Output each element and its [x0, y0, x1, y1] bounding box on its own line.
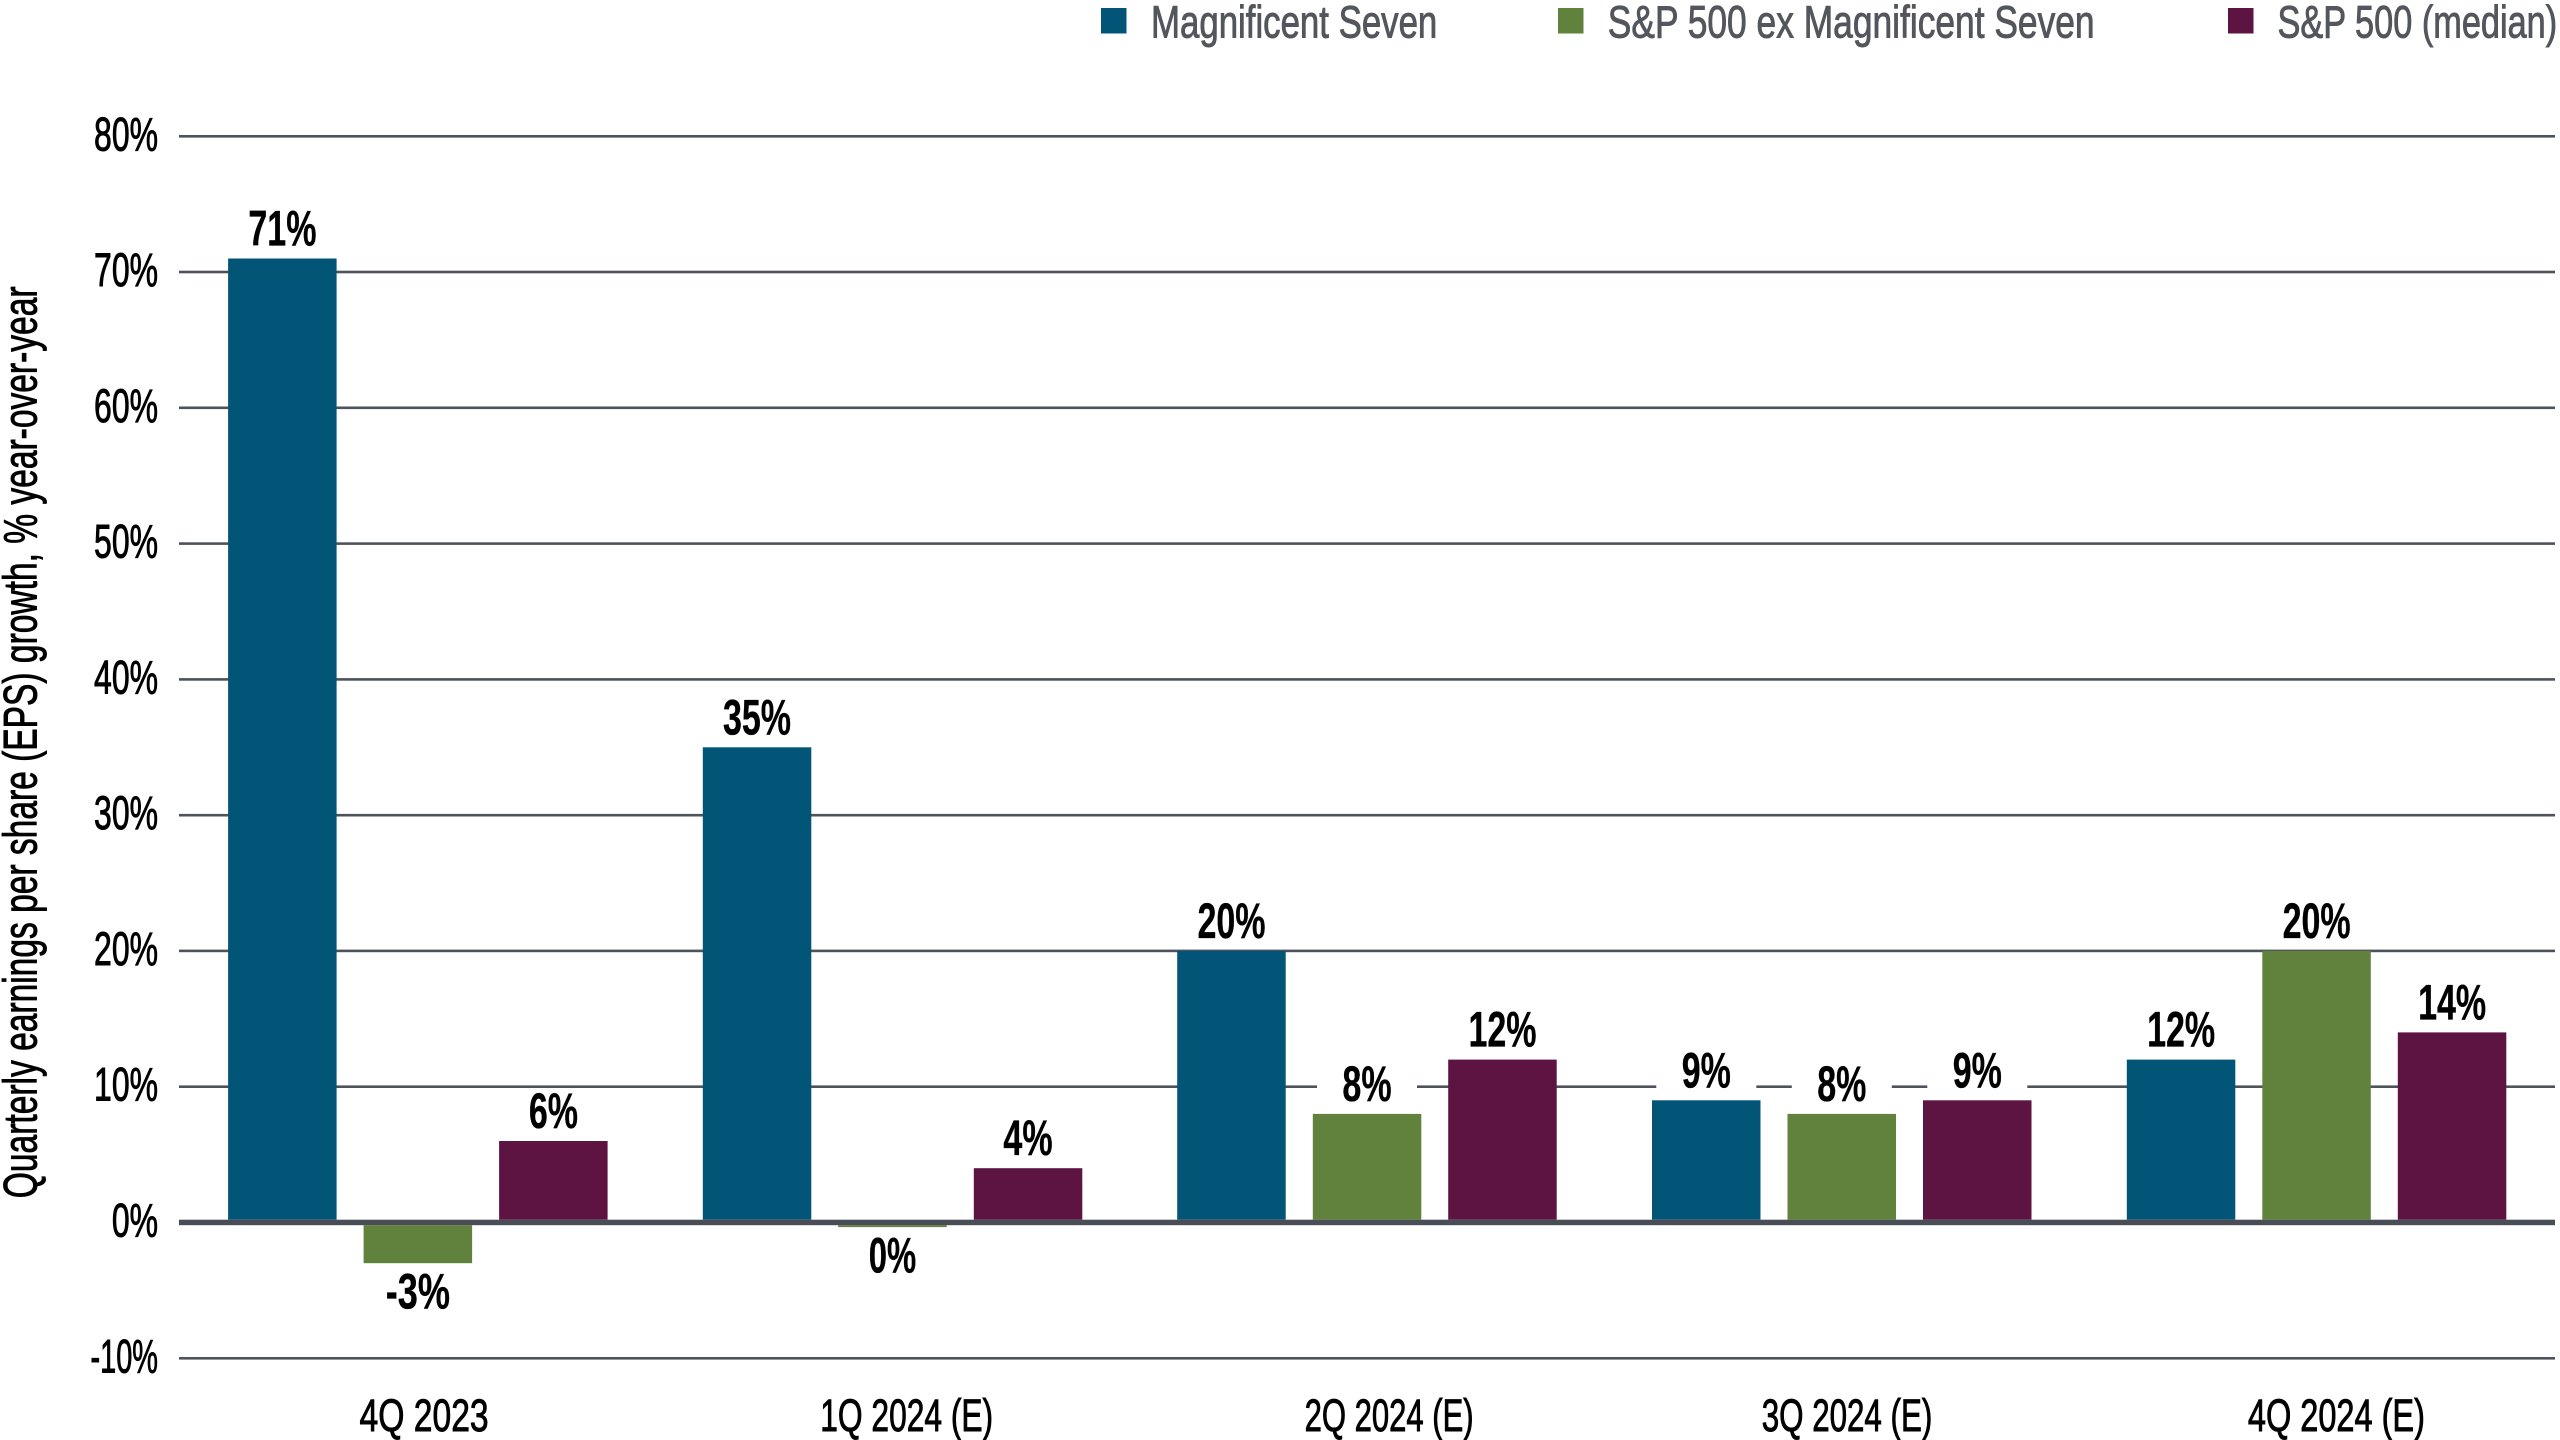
svg-text:1Q 2024 (E): 1Q 2024 (E)	[820, 1390, 993, 1440]
svg-text:Quarterly earnings per share (: Quarterly earnings per share (EPS) growt…	[0, 286, 47, 1198]
svg-text:40%: 40%	[94, 651, 158, 704]
svg-text:8%: 8%	[1342, 1056, 1391, 1112]
svg-text:4Q 2023: 4Q 2023	[360, 1390, 489, 1440]
svg-text:20%: 20%	[1197, 893, 1265, 949]
svg-text:S&P 500 ex Magnificent Seven: S&P 500 ex Magnificent Seven	[1608, 0, 2095, 47]
svg-text:0%: 0%	[112, 1194, 158, 1247]
svg-text:6%: 6%	[529, 1084, 578, 1140]
svg-text:S&P 500 (median): S&P 500 (median)	[2278, 0, 2558, 47]
svg-text:12%: 12%	[2147, 1002, 2215, 1058]
svg-text:9%: 9%	[1682, 1043, 1731, 1099]
svg-text:71%: 71%	[248, 201, 316, 257]
svg-text:9%: 9%	[1953, 1043, 2002, 1099]
svg-text:12%: 12%	[1468, 1002, 1536, 1058]
svg-text:35%: 35%	[723, 690, 791, 746]
svg-text:Magnificent Seven: Magnificent Seven	[1151, 0, 1437, 47]
svg-text:4%: 4%	[1003, 1111, 1052, 1167]
svg-text:20%: 20%	[2283, 893, 2351, 949]
svg-text:30%: 30%	[94, 787, 158, 840]
svg-text:60%: 60%	[94, 380, 158, 433]
svg-text:-3%: -3%	[386, 1265, 450, 1320]
svg-text:4Q 2024 (E): 4Q 2024 (E)	[2248, 1391, 2425, 1440]
svg-text:2Q 2024 (E): 2Q 2024 (E)	[1305, 1391, 1474, 1440]
svg-text:20%: 20%	[94, 923, 158, 976]
svg-text:10%: 10%	[94, 1059, 158, 1112]
svg-text:3Q 2024 (E): 3Q 2024 (E)	[1762, 1390, 1933, 1440]
svg-text:70%: 70%	[94, 244, 158, 297]
svg-text:8%: 8%	[1817, 1056, 1866, 1112]
svg-text:0%: 0%	[869, 1227, 916, 1283]
svg-text:14%: 14%	[2418, 975, 2486, 1031]
svg-text:50%: 50%	[94, 515, 158, 568]
svg-text:80%: 80%	[94, 108, 158, 161]
svg-text:-10%: -10%	[91, 1331, 158, 1383]
